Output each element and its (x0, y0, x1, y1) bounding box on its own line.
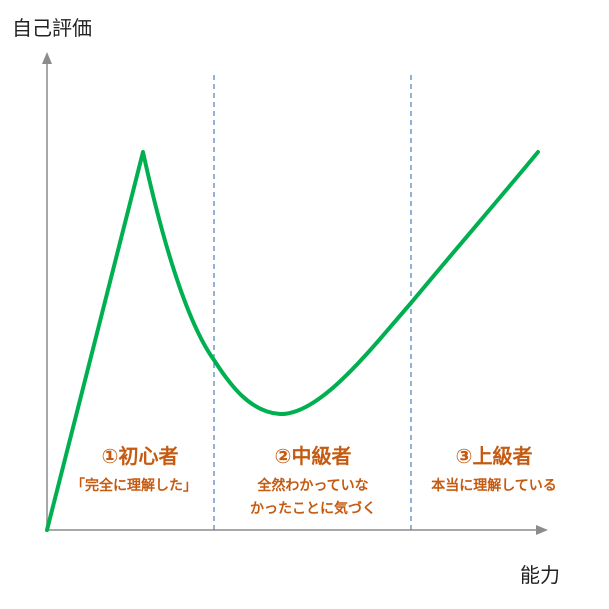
self-evaluation-curve (45, 150, 540, 532)
x-axis-arrow-icon (536, 525, 548, 535)
stage-desc-beginner: 「完全に理解した」 (71, 477, 197, 494)
stage-title-advanced: ③上級者 (456, 444, 533, 468)
stage-desc-intermediate-line1: 全然わかっていな (256, 477, 368, 494)
x-axis-label: 能力 (520, 563, 560, 587)
stage-title-intermediate: ②中級者 (275, 444, 352, 468)
stage-desc-intermediate-line2: かったことに気づく (250, 500, 376, 517)
stage-title-beginner: ①初心者 (102, 444, 179, 468)
y-axis-label: 自己評価 (12, 16, 92, 40)
stage-desc-advanced: 本当に理解している (431, 477, 557, 494)
y-axis-arrow-icon (42, 52, 52, 64)
